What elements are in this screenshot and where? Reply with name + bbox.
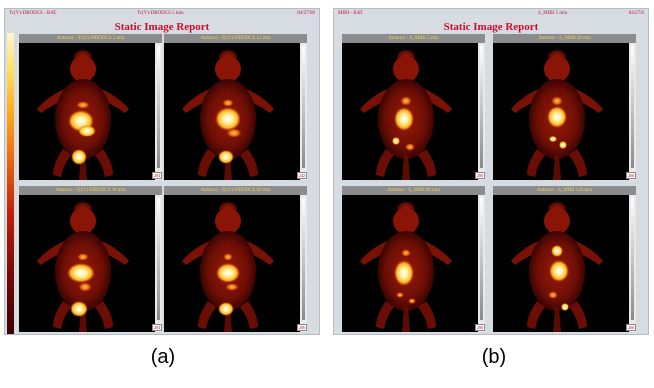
- scale-value-badge: 206: [475, 172, 485, 179]
- intensity-scale: [478, 195, 485, 332]
- intensity-scale: [629, 43, 636, 180]
- rat-scan-figure: [511, 202, 603, 332]
- scan-image-title: Anterior - Tc(V)-DBODCS 60 min: [164, 186, 307, 195]
- scan-image-title: Anterior - Tc(V)-DBODCS 15 min: [164, 34, 307, 43]
- rat-scan-figure: [360, 202, 452, 332]
- intensity-scale: [300, 195, 307, 332]
- panel-header: MIBI - RAT S_MIBI 5 min 04/27/0: [334, 9, 648, 19]
- rat-scan-figure: [37, 50, 129, 180]
- rat-scan-figure: [360, 50, 452, 180]
- scale-value-badge: 206: [297, 324, 307, 331]
- figure-caption-a: (a): [150, 346, 176, 368]
- scale-value-badge: 206: [475, 324, 485, 331]
- scan-image-title: Anterior - Tc(V)-DBODCS 5 min: [19, 34, 162, 43]
- rat-scan-figure: [37, 202, 129, 332]
- scale-value-badge: 242: [297, 172, 307, 179]
- report-title: Static Image Report: [443, 21, 539, 33]
- scan-image-title: Anterior - S_MIBI 30 min: [493, 34, 636, 43]
- scan-image: Anterior - S_MIBI 30 min 206: [493, 34, 636, 180]
- rat-scan-figure: [182, 202, 274, 332]
- scan-image: Anterior - Tc(V)-DBODCS 60 min 206: [164, 186, 307, 332]
- panel-header: Tc(V)-DBODCS - RAT Tc(V)-DBODCS 5 min 04…: [5, 9, 319, 19]
- intensity-scale: [629, 195, 636, 332]
- intensity-scale: [300, 43, 307, 180]
- scale-value-badge: 206: [626, 172, 636, 179]
- scan-image-title: Anterior - S_MIBI 120 min: [493, 186, 636, 195]
- scan-image-title: Anterior - S_MIBI 60 min: [342, 186, 485, 195]
- scan-image: Anterior - S_MIBI 5 min 206: [342, 34, 485, 180]
- scale-value-badge: 206: [626, 324, 636, 331]
- header-study-label: MIBI - RAT: [338, 11, 363, 16]
- static-image-report-panel-b: MIBI - RAT S_MIBI 5 min 04/27/0 Static I…: [333, 8, 649, 335]
- scale-value-badge: 204: [152, 324, 162, 331]
- header-series-label: Tc(V)-DBODCS 5 min: [137, 11, 184, 16]
- scan-image: Anterior - Tc(V)-DBODCS 15 min 242: [164, 34, 307, 180]
- intensity-scale: [478, 43, 485, 180]
- color-scale-bar: [7, 33, 14, 334]
- rat-scan-figure: [511, 50, 603, 180]
- header-study-label: Tc(V)-DBODCS - RAT: [9, 11, 57, 16]
- intensity-scale: [155, 43, 162, 180]
- static-image-report-panel-a: Tc(V)-DBODCS - RAT Tc(V)-DBODCS 5 min 04…: [4, 8, 320, 335]
- header-date: 04/27/09: [297, 11, 315, 16]
- figure-caption-b: (b): [481, 346, 507, 368]
- scan-image: Anterior - Tc(V)-DBODCS 5 min 204: [19, 34, 162, 180]
- scan-image-title: Anterior - Tc(V)-DBODCS 30 min: [19, 186, 162, 195]
- scan-image: Anterior - S_MIBI 120 min 206: [493, 186, 636, 332]
- header-series-label: S_MIBI 5 min: [538, 11, 568, 16]
- rat-scan-figure: [182, 50, 274, 180]
- scan-image: Anterior - S_MIBI 60 min 206: [342, 186, 485, 332]
- scan-image-title: Anterior - S_MIBI 5 min: [342, 34, 485, 43]
- report-title: Static Image Report: [114, 21, 210, 33]
- scan-image: Anterior - Tc(V)-DBODCS 30 min 204: [19, 186, 162, 332]
- intensity-scale: [155, 195, 162, 332]
- header-date: 04/27/0: [628, 11, 644, 16]
- scale-value-badge: 204: [152, 172, 162, 179]
